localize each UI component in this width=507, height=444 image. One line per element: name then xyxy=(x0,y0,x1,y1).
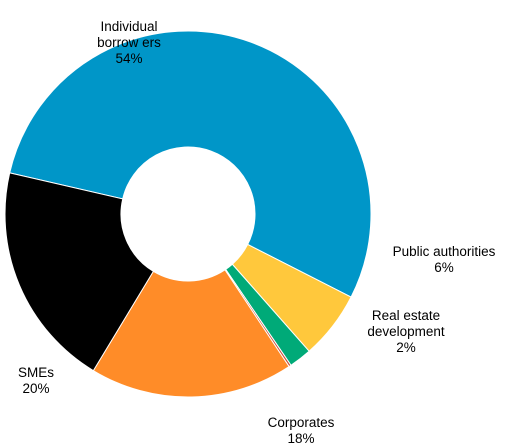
label-realestate-line: Real estate xyxy=(372,308,440,323)
value-smes: 20% xyxy=(22,381,49,396)
slice-labels: Individual borrow ers 54% Public authoritie… xyxy=(18,19,496,444)
label-public-line: Public authorities xyxy=(393,244,496,259)
label-individual: Individual borrow ers 54% xyxy=(97,19,161,66)
value-corporates: 18% xyxy=(287,431,314,444)
label-corporates: Corporates 18% xyxy=(268,415,335,444)
label-public: Public authorities 6% xyxy=(393,244,496,275)
label-realestate-line: development xyxy=(367,324,445,339)
slice-individual xyxy=(9,30,372,298)
label-individual-line: Individual xyxy=(100,19,157,34)
label-smes-line: SMEs xyxy=(18,365,54,380)
slice-corporates xyxy=(92,269,290,398)
value-individual: 54% xyxy=(115,51,142,66)
label-smes: SMEs 20% xyxy=(18,365,54,396)
value-realestate: 2% xyxy=(396,340,416,355)
label-corporates-line: Corporates xyxy=(268,415,335,430)
slice-smes xyxy=(4,172,155,372)
label-realestate: Real estate development 2% xyxy=(367,308,445,355)
donut-slices xyxy=(4,30,372,398)
label-individual-line: borrow ers xyxy=(97,35,161,50)
value-public: 6% xyxy=(434,260,454,275)
